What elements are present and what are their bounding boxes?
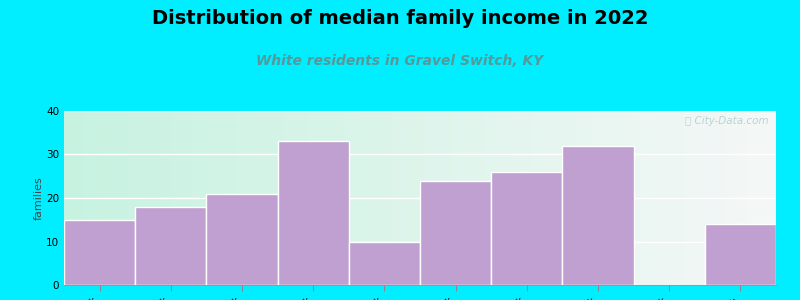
Bar: [64, 220, 135, 285]
Text: White residents in Gravel Switch, KY: White residents in Gravel Switch, KY: [256, 54, 544, 68]
Text: ⓘ City-Data.com: ⓘ City-Data.com: [686, 116, 769, 126]
Bar: [135, 207, 206, 285]
Bar: [278, 141, 349, 285]
Y-axis label: families: families: [34, 176, 43, 220]
Bar: [562, 146, 634, 285]
Bar: [420, 181, 491, 285]
Bar: [349, 242, 420, 285]
Bar: [705, 224, 776, 285]
Bar: [206, 194, 278, 285]
Bar: [491, 172, 562, 285]
Text: Distribution of median family income in 2022: Distribution of median family income in …: [152, 9, 648, 28]
